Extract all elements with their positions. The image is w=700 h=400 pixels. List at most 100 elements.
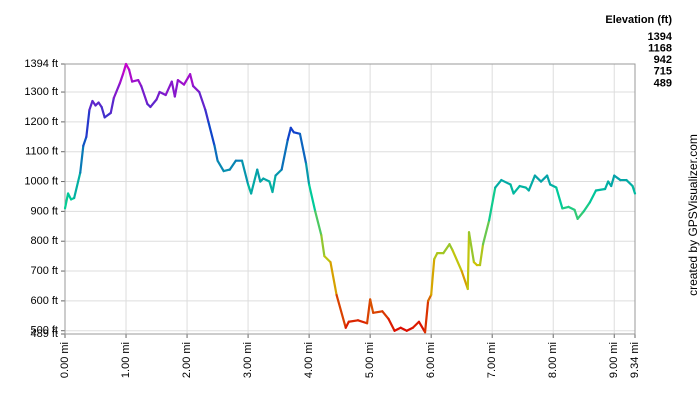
y-tick-label: 489 ft <box>30 328 58 340</box>
line-segment <box>567 205 576 211</box>
line-segment <box>109 96 115 115</box>
line-segment <box>576 210 585 220</box>
line-segment <box>549 183 558 189</box>
line-segment <box>369 298 375 314</box>
line-segment <box>280 138 289 171</box>
line-segment <box>204 108 210 123</box>
line-segment <box>539 174 549 183</box>
line-segment <box>329 260 338 297</box>
line-segment <box>308 183 317 213</box>
y-tick-label: 700 ft <box>30 265 58 277</box>
line-segment <box>320 234 326 258</box>
line-segment <box>323 255 332 264</box>
line-segment <box>298 132 308 165</box>
y-tick-label: 800 ft <box>30 235 58 247</box>
line-segment <box>594 187 607 192</box>
line-segment <box>631 184 637 195</box>
line-segment <box>286 126 292 141</box>
x-tick-label: 0.00 mi <box>59 342 71 378</box>
line-segment <box>467 231 475 264</box>
line-segment <box>527 174 537 192</box>
legend-entry: 1168 <box>648 43 672 55</box>
line-segment <box>430 258 436 297</box>
line-segment <box>481 219 491 246</box>
line-segment <box>588 189 598 204</box>
x-tick-label: 2.00 mi <box>181 342 193 378</box>
line-segment <box>173 79 180 98</box>
legend-entry: 1394 <box>648 31 673 43</box>
x-tick-label: 1.00 mi <box>120 342 132 378</box>
y-tick-label: 500 ft <box>30 325 58 337</box>
line-segment <box>314 210 323 237</box>
line-segment <box>488 186 497 222</box>
y-tick-label: 1000 ft <box>24 175 58 187</box>
line-segment <box>271 174 277 194</box>
y-tick-label: 1200 ft <box>24 116 58 128</box>
line-segment <box>85 108 91 138</box>
line-segment <box>442 243 451 255</box>
line-segment <box>356 319 369 325</box>
line-segment <box>399 326 408 332</box>
line-segment <box>189 73 195 88</box>
line-segment <box>262 177 271 183</box>
y-tick-label: 1300 ft <box>24 86 58 98</box>
line-segment <box>335 293 347 329</box>
line-segment <box>100 105 106 119</box>
legend-title: Elevation (ft) <box>605 14 672 26</box>
line-segment <box>448 243 454 252</box>
line-segment <box>555 186 564 210</box>
line-segment <box>372 310 384 314</box>
line-segment <box>387 317 396 332</box>
x-tick-label: 6.00 mi <box>425 342 437 378</box>
line-segment <box>411 320 421 329</box>
line-segment <box>381 310 390 320</box>
line-segment <box>149 98 158 109</box>
line-segment <box>610 174 616 188</box>
credit: created by GPSVisualizer.com <box>686 134 700 296</box>
line-segment <box>140 84 149 106</box>
line-segment <box>256 168 262 183</box>
line-segment <box>192 84 201 94</box>
line-segment <box>73 171 82 200</box>
line-segment <box>625 178 634 188</box>
line-segment <box>82 135 88 147</box>
line-segment <box>207 120 216 147</box>
line-segment <box>546 174 552 186</box>
legend-entry: 942 <box>654 54 672 66</box>
line-segment <box>164 80 173 97</box>
x-tick-label: 3.00 mi <box>242 342 254 378</box>
line-segment <box>182 73 192 86</box>
line-segment <box>466 231 471 291</box>
line-segment <box>66 192 73 201</box>
y-tick-label: 1394 ft <box>24 58 58 70</box>
line-segment <box>344 320 350 329</box>
line-segment <box>127 68 134 83</box>
line-segment <box>216 159 225 173</box>
plot-area <box>64 63 636 335</box>
plot-border <box>64 63 636 335</box>
x-tick-label: 5.00 mi <box>364 342 376 378</box>
line-segment <box>582 201 591 213</box>
line-segment <box>405 326 414 332</box>
line-segment <box>347 319 360 323</box>
y-tick-label: 900 ft <box>30 205 58 217</box>
line-segment <box>240 159 250 186</box>
line-segment <box>393 326 402 332</box>
line-segment <box>79 144 85 174</box>
line-segment <box>228 159 237 171</box>
x-tick-label: 7.00 mi <box>486 342 498 378</box>
line-segment <box>213 144 219 162</box>
line-segment <box>250 168 259 195</box>
line-segment <box>573 208 579 220</box>
line-segment <box>478 243 485 267</box>
x-tick-label: 4.00 mi <box>303 342 315 378</box>
line-segment <box>112 81 122 100</box>
line-segment <box>158 90 167 97</box>
line-segment <box>433 252 439 261</box>
y-tick-label: 600 ft <box>30 295 58 307</box>
line-segment <box>613 174 622 182</box>
line-segment <box>103 111 112 119</box>
line-segment <box>427 293 433 302</box>
line-segment <box>155 90 161 101</box>
line-segment <box>451 249 463 273</box>
